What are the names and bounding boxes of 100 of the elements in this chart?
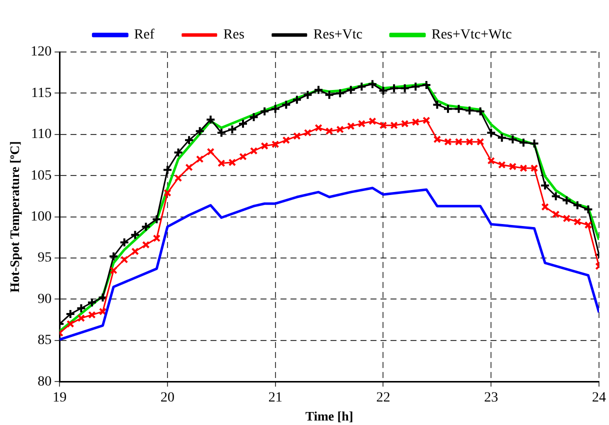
x-tick-label: 24	[592, 390, 606, 406]
point	[454, 104, 464, 114]
legend-label: Res+Vtc	[313, 28, 362, 43]
point	[65, 309, 76, 320]
point	[390, 122, 398, 130]
point	[110, 266, 118, 274]
y-tick-label: 100	[30, 209, 52, 224]
point	[66, 320, 74, 328]
point	[442, 104, 453, 114]
point	[325, 127, 334, 135]
point	[206, 148, 214, 156]
y-tick-label: 85	[38, 333, 52, 348]
point	[550, 191, 561, 202]
point	[304, 128, 312, 137]
point	[358, 120, 366, 128]
y-tick-label: 120	[30, 44, 52, 60]
point	[498, 161, 506, 169]
x-axis-title: Time [h]	[305, 408, 354, 424]
legend-label: Ref	[134, 28, 155, 43]
point	[162, 164, 172, 175]
point	[410, 82, 421, 92]
point	[487, 156, 495, 165]
point	[508, 134, 518, 144]
point	[250, 147, 258, 155]
point	[400, 120, 409, 128]
point	[218, 159, 226, 168]
point	[530, 164, 538, 172]
point	[422, 116, 430, 124]
point	[346, 84, 356, 95]
point	[152, 234, 161, 242]
point	[314, 124, 322, 132]
point	[574, 218, 582, 226]
y-tick-label: 115	[31, 86, 52, 101]
point	[164, 189, 172, 197]
point	[194, 126, 205, 136]
point	[131, 248, 139, 256]
point	[185, 164, 193, 172]
point	[142, 240, 150, 249]
x-tick-label: 21	[268, 390, 282, 406]
point	[508, 162, 517, 170]
point	[293, 132, 301, 140]
point	[130, 230, 140, 240]
point	[260, 106, 270, 116]
point	[421, 80, 432, 90]
point	[282, 136, 290, 144]
point	[475, 106, 486, 116]
point	[77, 314, 86, 322]
point	[260, 142, 268, 150]
point	[540, 180, 550, 190]
point	[272, 140, 280, 148]
point	[486, 128, 496, 138]
point	[367, 79, 378, 90]
point	[174, 174, 182, 182]
point	[541, 203, 549, 211]
point	[108, 251, 119, 262]
point	[238, 118, 248, 129]
point	[324, 90, 334, 100]
point	[335, 88, 346, 98]
point	[120, 256, 128, 264]
point	[552, 210, 560, 218]
point	[476, 138, 484, 146]
point	[336, 126, 344, 134]
point	[281, 100, 292, 110]
point	[400, 83, 410, 94]
x-tick-label: 22	[376, 390, 390, 406]
point	[572, 200, 582, 210]
point	[378, 86, 388, 96]
point	[314, 84, 324, 95]
x-tick-label: 20	[160, 390, 174, 406]
point	[433, 136, 442, 144]
point	[302, 90, 313, 100]
point	[140, 222, 151, 232]
point	[454, 138, 463, 146]
y-tick-label: 110	[31, 127, 52, 142]
point	[184, 135, 194, 146]
point	[562, 195, 572, 206]
legend-label: Res+Vtc+Wtc	[432, 28, 512, 43]
point	[347, 122, 355, 130]
point	[368, 117, 376, 126]
point	[583, 204, 594, 214]
point	[196, 155, 204, 163]
point	[76, 303, 86, 314]
x-tick-label: 23	[484, 390, 498, 406]
point	[119, 237, 130, 248]
point	[152, 214, 162, 224]
point	[173, 148, 184, 158]
point	[520, 164, 528, 172]
y-tick-label: 95	[38, 250, 52, 266]
y-tick-label: 105	[30, 168, 52, 184]
point	[412, 118, 420, 126]
point	[227, 124, 238, 134]
point	[292, 94, 302, 105]
point	[88, 311, 96, 319]
point	[248, 112, 259, 122]
point	[432, 100, 442, 110]
point	[529, 138, 540, 148]
point	[379, 122, 388, 130]
point	[464, 106, 475, 116]
point	[270, 104, 280, 114]
point	[216, 128, 226, 138]
